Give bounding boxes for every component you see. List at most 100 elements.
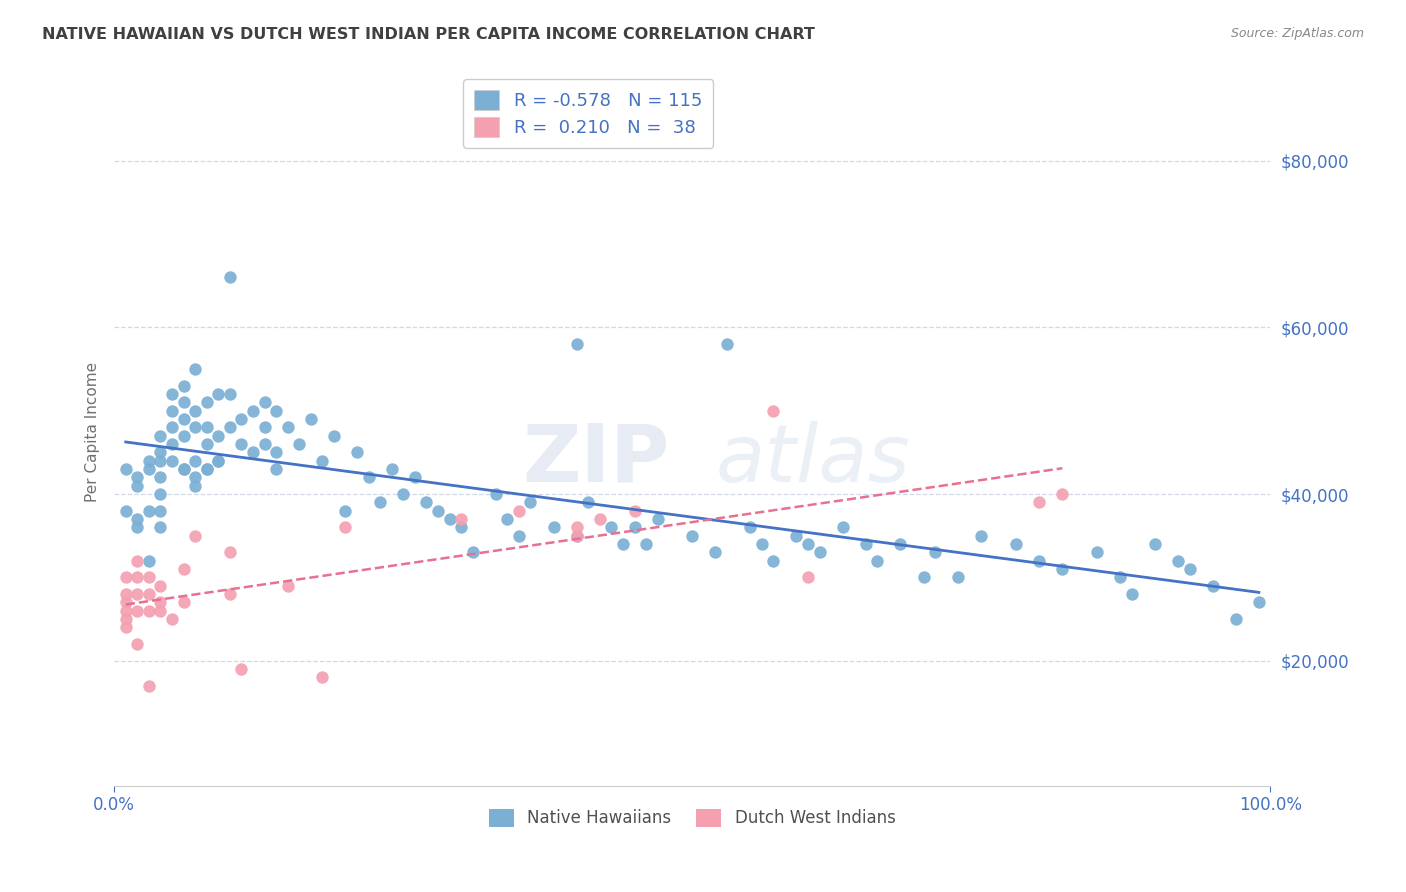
Point [138, 504, 160, 518]
Point [565, 520, 588, 534]
Point [184, 404, 207, 418]
Point [461, 545, 484, 559]
Point [636, 537, 658, 551]
Point [160, 454, 183, 468]
Point [264, 404, 287, 418]
Point [1028, 554, 1050, 568]
Point [866, 554, 889, 568]
Point [127, 520, 149, 534]
Point [127, 637, 149, 651]
Point [242, 445, 264, 459]
Point [114, 462, 136, 476]
Point [173, 562, 195, 576]
Point [127, 604, 149, 618]
Point [173, 462, 195, 476]
Point [404, 470, 426, 484]
Point [231, 662, 253, 676]
Point [1201, 579, 1223, 593]
Point [368, 495, 391, 509]
Point [970, 529, 993, 543]
Point [439, 512, 461, 526]
Point [1225, 612, 1247, 626]
Point [322, 429, 344, 443]
Point [855, 537, 877, 551]
Point [242, 404, 264, 418]
Point [149, 470, 172, 484]
Point [149, 595, 172, 609]
Point [218, 387, 240, 401]
Point [195, 420, 218, 434]
Point [335, 520, 357, 534]
Point [138, 570, 160, 584]
Legend: Native Hawaiians, Dutch West Indians: Native Hawaiians, Dutch West Indians [482, 802, 903, 834]
Point [114, 604, 136, 618]
Point [264, 445, 287, 459]
Point [415, 495, 437, 509]
Point [138, 587, 160, 601]
Point [173, 412, 195, 426]
Point [831, 520, 853, 534]
Point [149, 579, 172, 593]
Point [647, 512, 669, 526]
Point [160, 404, 183, 418]
Point [346, 445, 368, 459]
Point [173, 395, 195, 409]
Point [519, 495, 541, 509]
Point [889, 537, 911, 551]
Point [288, 437, 311, 451]
Point [1028, 495, 1050, 509]
Point [149, 429, 172, 443]
Point [173, 429, 195, 443]
Point [681, 529, 703, 543]
Point [1167, 554, 1189, 568]
Point [231, 412, 253, 426]
Point [785, 529, 807, 543]
Point [264, 462, 287, 476]
Point [218, 420, 240, 434]
Point [450, 520, 472, 534]
Point [299, 412, 322, 426]
Point [149, 445, 172, 459]
Point [160, 437, 183, 451]
Point [173, 462, 195, 476]
Point [114, 570, 136, 584]
Point [173, 378, 195, 392]
Point [160, 612, 183, 626]
Point [127, 512, 149, 526]
Point [508, 529, 530, 543]
Point [716, 337, 738, 351]
Point [335, 504, 357, 518]
Point [207, 429, 229, 443]
Point [149, 520, 172, 534]
Point [127, 554, 149, 568]
Point [195, 437, 218, 451]
Point [751, 537, 773, 551]
Point [114, 504, 136, 518]
Point [149, 504, 172, 518]
Point [218, 587, 240, 601]
Point [277, 579, 299, 593]
Point [1109, 570, 1132, 584]
Text: ZIP: ZIP [522, 421, 669, 499]
Point [311, 670, 333, 684]
Point [195, 462, 218, 476]
Text: atlas: atlas [716, 421, 910, 499]
Point [565, 337, 588, 351]
Point [207, 454, 229, 468]
Point [127, 470, 149, 484]
Point [740, 520, 762, 534]
Point [797, 537, 820, 551]
Point [138, 604, 160, 618]
Point [565, 529, 588, 543]
Point [623, 504, 645, 518]
Point [184, 362, 207, 376]
Point [127, 479, 149, 493]
Point [392, 487, 415, 501]
Point [762, 404, 785, 418]
Point [149, 487, 172, 501]
Point [184, 454, 207, 468]
Point [576, 495, 599, 509]
Point [485, 487, 508, 501]
Point [127, 570, 149, 584]
Point [173, 595, 195, 609]
